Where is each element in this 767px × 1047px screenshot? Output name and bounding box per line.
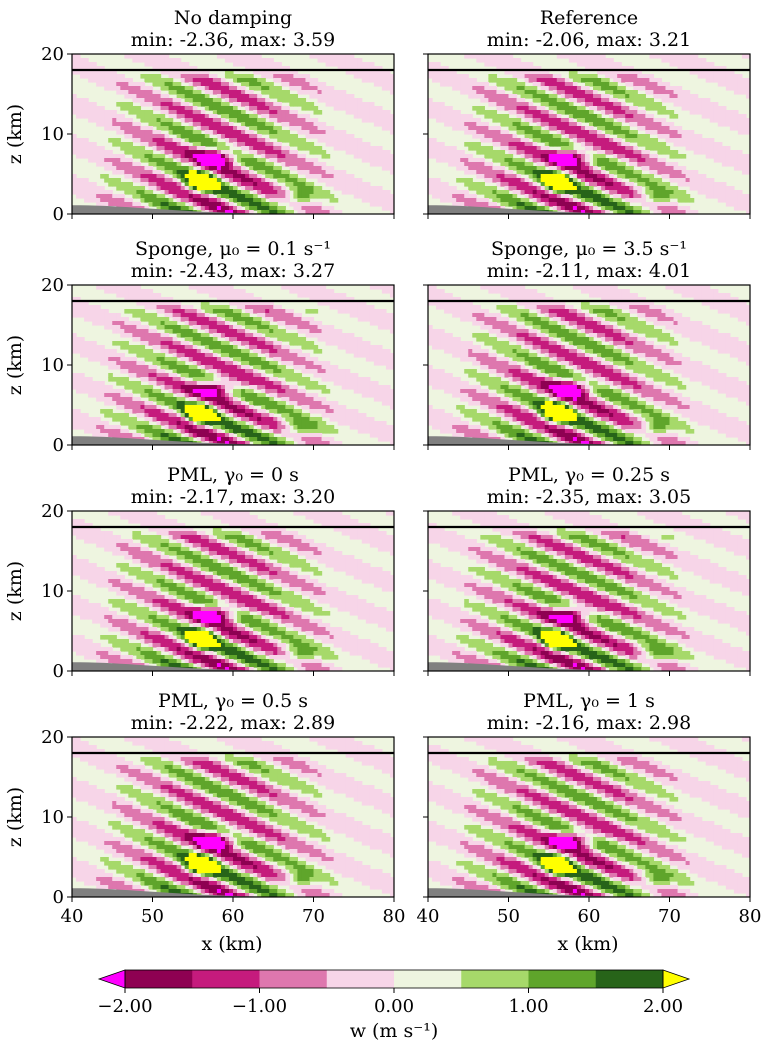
colorbar-segment xyxy=(125,970,193,988)
xtick-label: 70 xyxy=(302,906,325,927)
panel-title-3: Sponge, μ₀ = 3.5 s⁻¹ xyxy=(491,238,687,260)
panel-range-7: min: -2.16, max: 2.98 xyxy=(487,712,691,734)
ylabel-2: z (km) xyxy=(4,335,26,395)
terrain-4 xyxy=(72,662,394,671)
panel-range-6: min: -2.22, max: 2.89 xyxy=(131,712,335,734)
ylabel-6: z (km) xyxy=(4,787,26,847)
ytick-label: 10 xyxy=(41,581,64,602)
field-7 xyxy=(428,737,750,897)
colorbar: −2.00 −1.00 0.00 1.00 2.00 w (m s⁻¹) xyxy=(97,969,691,1042)
xtick-label: 70 xyxy=(658,906,681,927)
ytick-label: 10 xyxy=(41,355,64,376)
xtick-label: 60 xyxy=(222,906,245,927)
colorbar-segment xyxy=(595,970,664,988)
panel-range-1: min: -2.06, max: 3.21 xyxy=(487,29,691,51)
ytick-label: 20 xyxy=(41,501,64,522)
panel-title-5: PML, γ₀ = 0.25 s xyxy=(508,464,670,486)
ytick-label: 10 xyxy=(41,807,64,828)
colorbar-label: w (m s⁻¹) xyxy=(350,1020,439,1042)
colorbar-tick-label: −2.00 xyxy=(97,996,152,1017)
xtick-label: 80 xyxy=(383,906,406,927)
xlabel-left: x (km) xyxy=(201,933,262,955)
ytick-label: 20 xyxy=(41,727,64,748)
colorbar-under-arrow xyxy=(97,969,126,989)
terrain-2 xyxy=(72,436,394,445)
panel-title-7: PML, γ₀ = 1 s xyxy=(523,690,655,712)
xtick-label: 40 xyxy=(417,906,440,927)
xtick-label: 60 xyxy=(578,906,601,927)
field-4 xyxy=(72,511,394,671)
ytick-label: 20 xyxy=(41,275,64,296)
colorbar-tick-label: −1.00 xyxy=(232,996,287,1017)
ytick-label: 20 xyxy=(41,44,64,65)
terrain-5 xyxy=(428,662,750,671)
panel-range-2: min: -2.43, max: 3.27 xyxy=(131,260,335,282)
ytick-label: 0 xyxy=(53,204,64,225)
panel-range-5: min: -2.35, max: 3.05 xyxy=(487,486,691,508)
colorbar-segment xyxy=(192,970,260,988)
colorbar-tick-label: 1.00 xyxy=(508,996,548,1017)
field-1 xyxy=(428,54,750,214)
panel-title-2: Sponge, μ₀ = 0.1 s⁻¹ xyxy=(135,238,331,260)
terrain-0 xyxy=(72,205,394,214)
colorbar-segment xyxy=(394,970,462,988)
field-3 xyxy=(428,285,750,445)
field-0 xyxy=(72,54,394,214)
panel-title-1: Reference xyxy=(540,7,638,29)
colorbar-over-arrow xyxy=(662,969,691,989)
field-2 xyxy=(72,285,394,445)
terrain-6 xyxy=(72,888,394,897)
colorbar-segment xyxy=(461,970,529,988)
panel-range-0: min: -2.36, max: 3.59 xyxy=(131,29,335,51)
colorbar-segment xyxy=(326,970,395,988)
xtick-label: 80 xyxy=(739,906,762,927)
field-5 xyxy=(428,511,750,671)
panel-title-0: No damping xyxy=(174,7,292,29)
panel-range-3: min: -2.11, max: 4.01 xyxy=(487,260,691,282)
ylabel-4: z (km) xyxy=(4,561,26,621)
xlabel-right: x (km) xyxy=(557,933,618,955)
terrain-1 xyxy=(428,205,750,214)
colorbar-tick-label: 0.00 xyxy=(374,996,414,1017)
colorbar-segment xyxy=(259,970,328,988)
panel-range-4: min: -2.17, max: 3.20 xyxy=(131,486,335,508)
ylabel-0: z (km) xyxy=(4,104,26,164)
panel-title-4: PML, γ₀ = 0 s xyxy=(167,464,299,486)
xtick-label: 50 xyxy=(141,906,164,927)
panel-title-6: PML, γ₀ = 0.5 s xyxy=(158,690,308,712)
xtick-label: 40 xyxy=(61,906,84,927)
colorbar-segment xyxy=(528,970,597,988)
ytick-label: 10 xyxy=(41,124,64,145)
field-6 xyxy=(72,737,394,897)
ytick-label: 0 xyxy=(53,887,64,908)
terrain-7 xyxy=(428,888,750,897)
terrain-3 xyxy=(428,436,750,445)
ytick-label: 0 xyxy=(53,435,64,456)
ytick-label: 0 xyxy=(53,661,64,682)
colorbar-tick-label: 2.00 xyxy=(643,996,683,1017)
xtick-label: 50 xyxy=(497,906,520,927)
